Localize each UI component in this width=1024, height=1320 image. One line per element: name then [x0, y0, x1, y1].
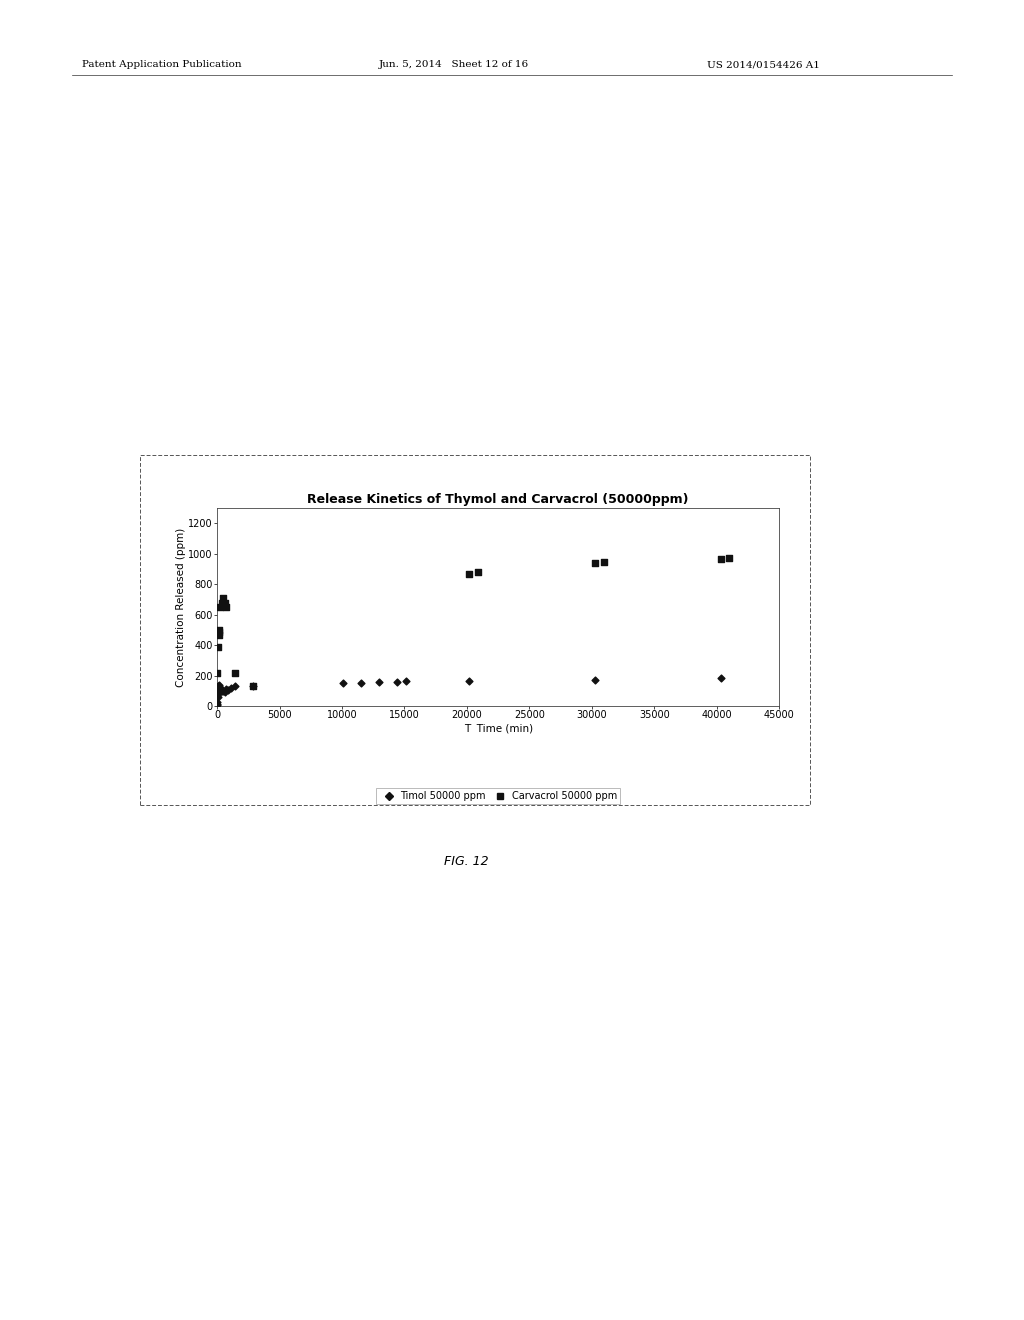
Timol 50000 ppm: [222, 677, 239, 698]
Carvacrol 50000 ppm: [213, 593, 229, 614]
Timol 50000 ppm: [209, 693, 225, 714]
Carvacrol 50000 ppm: [596, 550, 612, 572]
Timol 50000 ppm: [210, 676, 226, 697]
Carvacrol 50000 ppm: [218, 597, 234, 618]
Timol 50000 ppm: [245, 676, 261, 697]
Timol 50000 ppm: [587, 669, 603, 690]
Timol 50000 ppm: [210, 684, 226, 705]
Y-axis label: Concentration Released (ppm): Concentration Released (ppm): [175, 528, 185, 686]
Timol 50000 ppm: [713, 668, 729, 689]
Text: Jun. 5, 2014   Sheet 12 of 16: Jun. 5, 2014 Sheet 12 of 16: [379, 61, 529, 69]
Carvacrol 50000 ppm: [470, 561, 486, 582]
Text: FIG. 12: FIG. 12: [443, 855, 488, 869]
Carvacrol 50000 ppm: [209, 684, 225, 705]
Carvacrol 50000 ppm: [209, 663, 225, 684]
Timol 50000 ppm: [213, 678, 229, 700]
Carvacrol 50000 ppm: [227, 663, 244, 684]
Timol 50000 ppm: [209, 686, 225, 708]
Carvacrol 50000 ppm: [461, 564, 477, 585]
Carvacrol 50000 ppm: [210, 636, 226, 657]
Text: Patent Application Publication: Patent Application Publication: [82, 61, 242, 69]
Carvacrol 50000 ppm: [216, 593, 232, 614]
Timol 50000 ppm: [213, 680, 229, 701]
Carvacrol 50000 ppm: [721, 548, 737, 569]
Timol 50000 ppm: [211, 677, 227, 698]
X-axis label: T  Time (min): T Time (min): [464, 723, 532, 733]
Timol 50000 ppm: [227, 676, 244, 697]
Legend: Timol 50000 ppm, Carvacrol 50000 ppm: Timol 50000 ppm, Carvacrol 50000 ppm: [376, 788, 621, 804]
Carvacrol 50000 ppm: [713, 549, 729, 570]
Timol 50000 ppm: [209, 692, 225, 713]
Timol 50000 ppm: [210, 676, 226, 697]
Timol 50000 ppm: [209, 694, 225, 715]
Timol 50000 ppm: [397, 671, 414, 692]
Timol 50000 ppm: [218, 678, 234, 700]
Timol 50000 ppm: [212, 677, 228, 698]
Timol 50000 ppm: [215, 680, 231, 701]
Carvacrol 50000 ppm: [211, 624, 227, 645]
Carvacrol 50000 ppm: [587, 553, 603, 574]
Carvacrol 50000 ppm: [210, 623, 226, 644]
Timol 50000 ppm: [216, 681, 232, 702]
Timol 50000 ppm: [335, 673, 351, 694]
Carvacrol 50000 ppm: [210, 619, 226, 640]
Carvacrol 50000 ppm: [245, 676, 261, 697]
Carvacrol 50000 ppm: [212, 597, 228, 618]
Timol 50000 ppm: [210, 680, 226, 701]
Timol 50000 ppm: [461, 671, 477, 692]
Timol 50000 ppm: [220, 680, 237, 701]
Carvacrol 50000 ppm: [211, 620, 227, 642]
Timol 50000 ppm: [353, 672, 370, 693]
Text: US 2014/0154426 A1: US 2014/0154426 A1: [707, 61, 819, 69]
Title: Release Kinetics of Thymol and Carvacrol (50000ppm): Release Kinetics of Thymol and Carvacrol…: [307, 492, 689, 506]
Timol 50000 ppm: [371, 672, 387, 693]
Timol 50000 ppm: [211, 675, 227, 696]
Timol 50000 ppm: [389, 672, 406, 693]
Timol 50000 ppm: [212, 678, 228, 700]
Timol 50000 ppm: [210, 677, 226, 698]
Carvacrol 50000 ppm: [215, 587, 231, 609]
